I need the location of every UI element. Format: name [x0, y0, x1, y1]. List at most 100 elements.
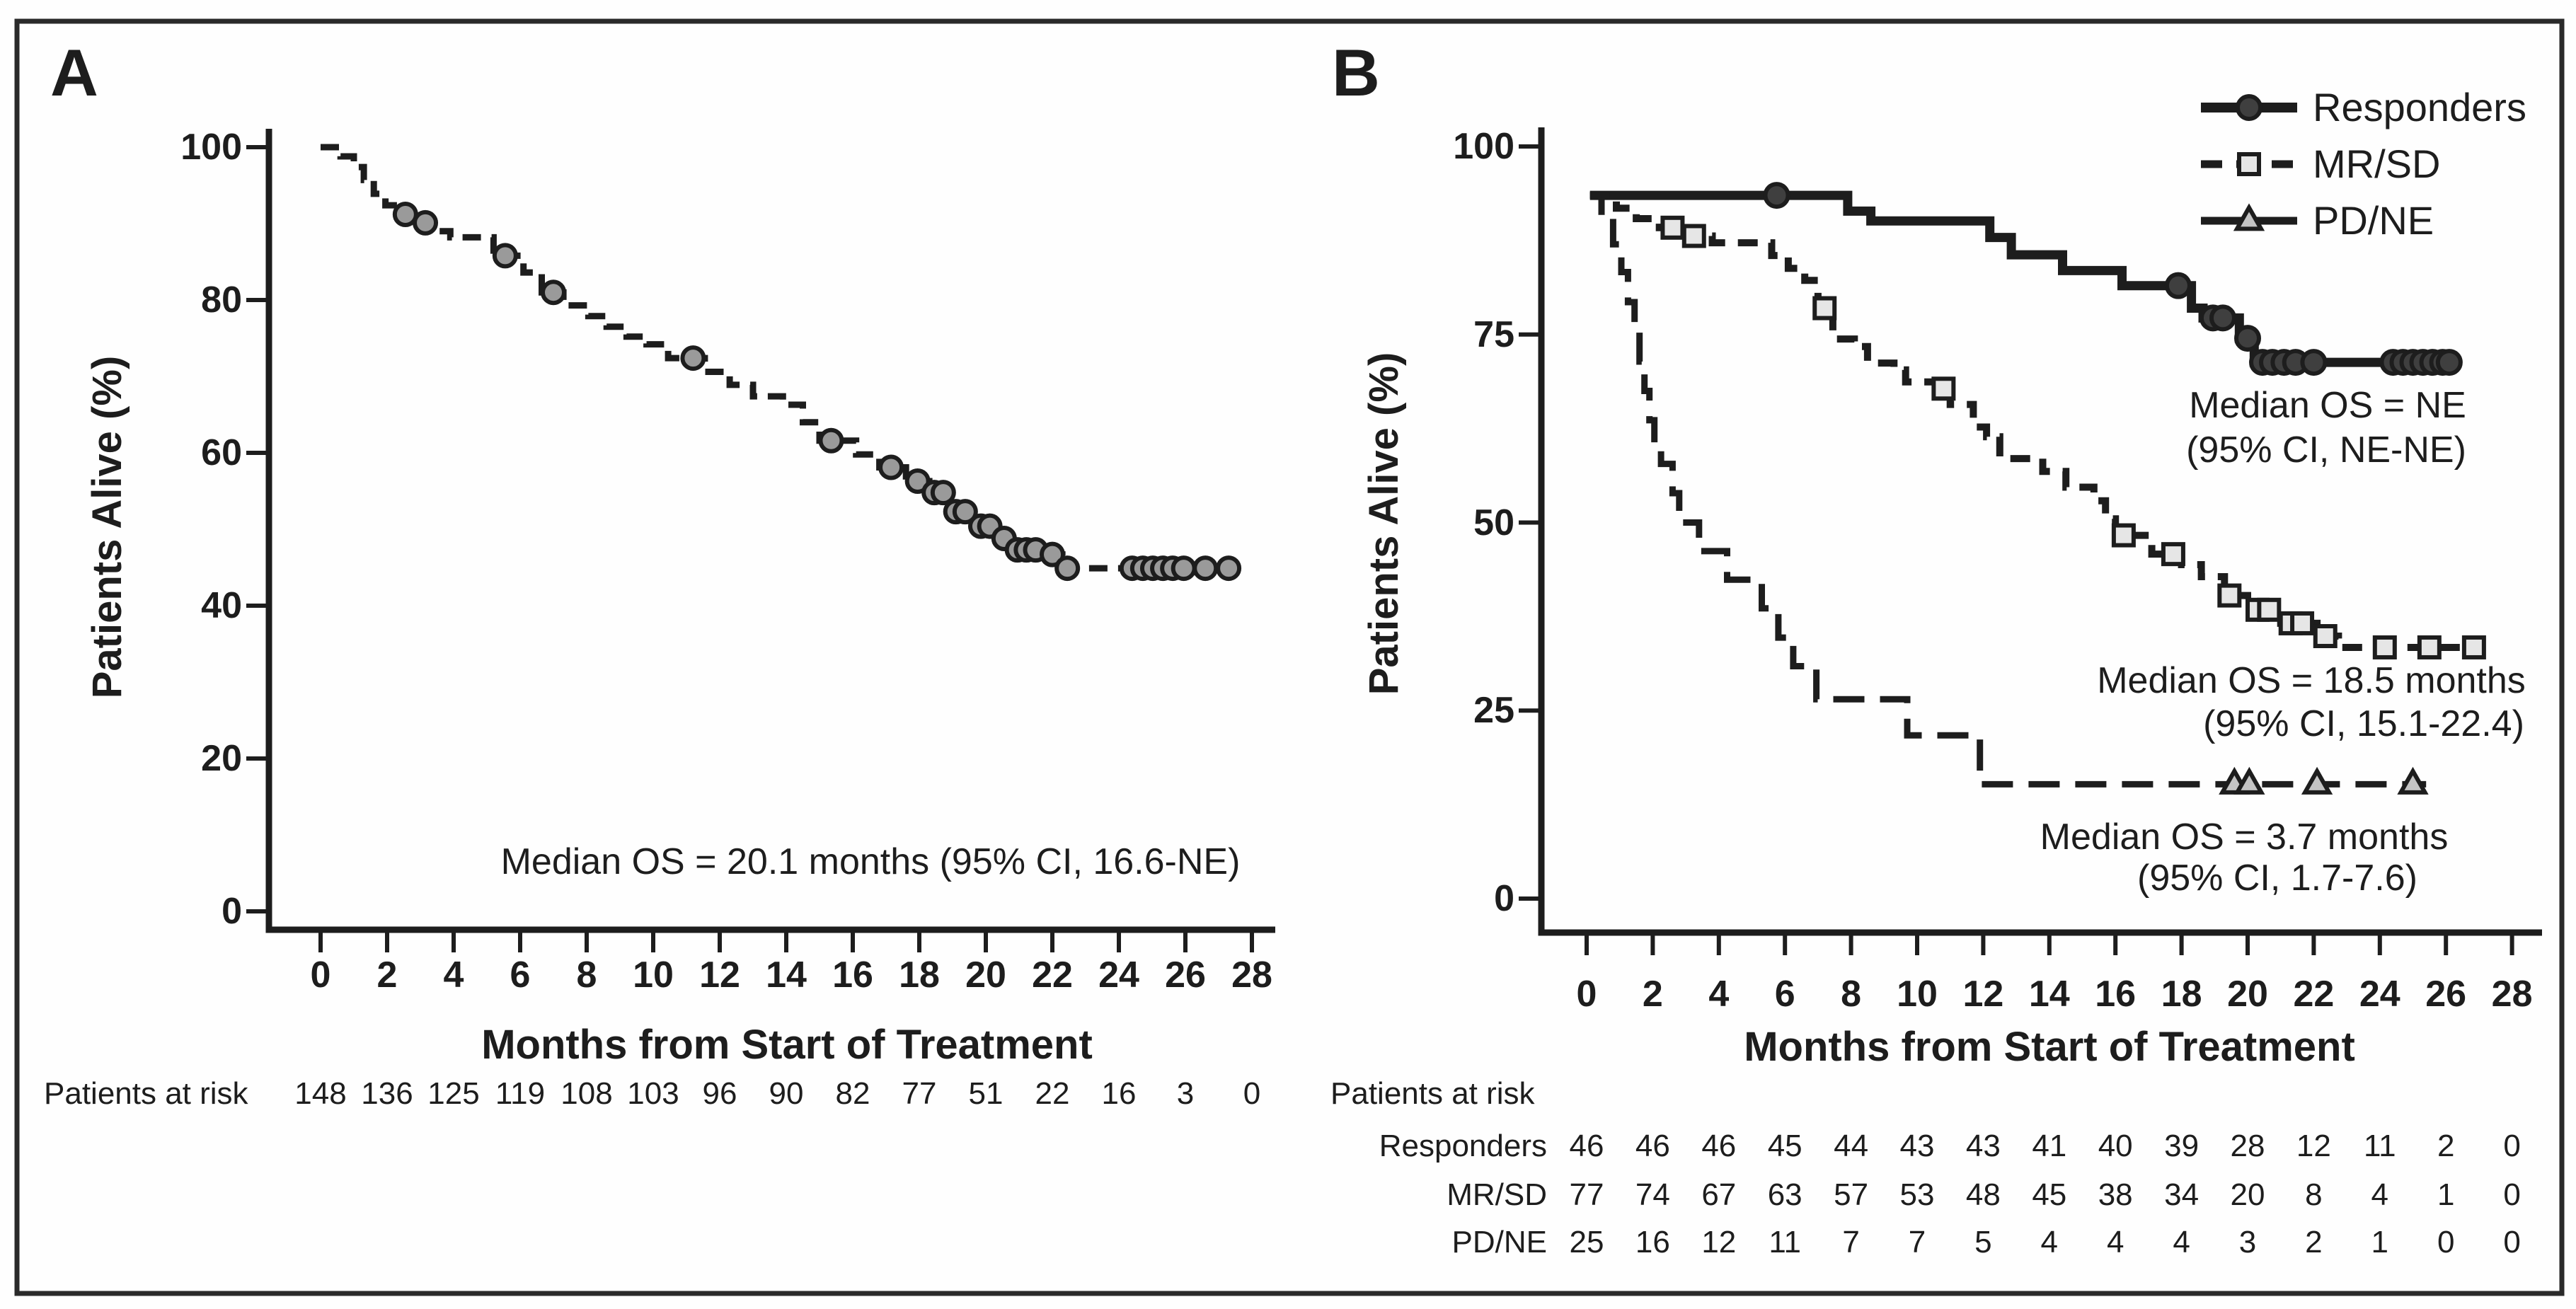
x-tick-label: 8	[576, 955, 597, 996]
at-risk-value: 3	[2238, 1225, 2257, 1259]
at-risk-value: 16	[1101, 1076, 1137, 1111]
at-risk-value: 51	[968, 1076, 1004, 1111]
at-risk-value: 39	[2164, 1129, 2200, 1163]
at-risk-value: 4	[2040, 1225, 2059, 1259]
at-risk-value: 44	[1834, 1129, 1869, 1163]
censor-square-icon	[2372, 635, 2397, 659]
censor-circle-icon	[952, 499, 978, 525]
censor-triangle-icon	[2233, 766, 2265, 795]
censor-circle-icon	[878, 454, 904, 480]
at-risk-value: 2	[2437, 1129, 2455, 1163]
x-tick-label: 6	[1774, 974, 1795, 1015]
x-tick-label: 10	[1897, 974, 1938, 1015]
median-os-annotation: (95% CI, NE-NE)	[2186, 429, 2466, 471]
censor-square-icon	[2111, 523, 2136, 548]
censor-square-icon	[2237, 152, 2261, 176]
at-risk-value: 103	[627, 1076, 679, 1111]
at-risk-value: 11	[1769, 1225, 1802, 1259]
y-tick-label: 80	[201, 279, 242, 321]
x-tick-label: 24	[2359, 974, 2400, 1015]
x-axis-title: Months from Start of Treatment	[481, 1022, 1093, 1068]
censor-square-icon	[1931, 376, 1956, 401]
x-tick-label: 4	[1708, 974, 1730, 1015]
x-tick-label: 26	[2425, 974, 2467, 1015]
y-axis-title: Patients Alive (%)	[1361, 352, 1407, 696]
median-os-annotation: (95% CI, 1.7-7.6)	[2137, 858, 2417, 899]
y-tick-label: 100	[180, 127, 242, 168]
y-tick-label: 50	[1473, 502, 1514, 543]
censor-circle-icon	[2236, 94, 2262, 121]
at-risk-value: 43	[1899, 1129, 1935, 1163]
at-risk-value: 0	[1243, 1076, 1261, 1111]
x-tick-label: 18	[2161, 974, 2202, 1015]
at-risk-value: 16	[1635, 1225, 1670, 1259]
at-risk-value: 8	[2305, 1177, 2323, 1212]
x-tick-label: 2	[376, 955, 398, 996]
patients-at-risk-header: Patients at risk	[1330, 1076, 1535, 1111]
censor-circle-icon	[2435, 349, 2463, 376]
at-risk-value: 12	[2296, 1129, 2331, 1163]
legend-item-mr-sd: MR/SD	[2313, 142, 2441, 186]
censor-circle-icon	[2234, 325, 2261, 352]
at-risk-value: 0	[2437, 1225, 2455, 1259]
at-risk-value: 41	[2032, 1129, 2067, 1163]
at-risk-value: 22	[1035, 1076, 1070, 1111]
at-risk-value: 43	[1965, 1129, 2001, 1163]
x-tick-label: 20	[965, 955, 1006, 996]
at-risk-value: 67	[1701, 1177, 1737, 1212]
y-tick-label: 0	[222, 891, 242, 932]
at-risk-value: 11	[2363, 1129, 2396, 1163]
x-tick-label: 6	[510, 955, 531, 996]
at-risk-value: 77	[1569, 1177, 1604, 1212]
censor-circle-icon	[930, 480, 956, 506]
censor-circle-icon	[1054, 555, 1081, 582]
at-risk-value: 0	[2503, 1225, 2521, 1259]
at-risk-value: 3	[1176, 1076, 1195, 1111]
at-risk-value: 125	[427, 1076, 480, 1111]
at-risk-value: 53	[1899, 1177, 1935, 1212]
y-tick-label: 0	[1494, 878, 1514, 919]
at-risk-value: 77	[902, 1076, 937, 1111]
at-risk-value: 148	[294, 1076, 347, 1111]
at-risk-row-label: Responders	[1379, 1129, 1547, 1163]
at-risk-value: 0	[2503, 1177, 2521, 1212]
x-tick-label: 14	[766, 955, 807, 996]
at-risk-value: 28	[2230, 1129, 2265, 1163]
x-tick-label: 0	[310, 955, 331, 996]
x-tick-label: 8	[1841, 974, 1862, 1015]
panel-letter-A: A	[50, 35, 98, 110]
patients-at-risk-header: Patients at risk	[44, 1076, 248, 1111]
x-tick-label: 24	[1098, 955, 1139, 996]
at-risk-value: 7	[1842, 1225, 1860, 1259]
x-axis-title: Months from Start of Treatment	[1744, 1024, 2355, 1070]
figure-border	[14, 18, 2565, 1296]
at-risk-row-label: MR/SD	[1447, 1177, 1547, 1212]
at-risk-value: 46	[1701, 1129, 1737, 1163]
x-tick-label: 26	[1165, 955, 1206, 996]
axis-line-panel-B	[1538, 127, 2542, 936]
x-tick-label: 22	[1032, 955, 1073, 996]
y-tick-label: 40	[201, 585, 242, 626]
x-tick-label: 12	[1962, 974, 2004, 1015]
median-os-annotation: Median OS = 3.7 months	[2040, 817, 2449, 858]
median-os-annotation: (95% CI, 15.1-22.4)	[2203, 703, 2524, 744]
censor-square-icon	[1812, 296, 1837, 321]
at-risk-value: 1	[2437, 1177, 2455, 1212]
censor-square-icon	[1681, 224, 1706, 248]
at-risk-value: 40	[2098, 1129, 2133, 1163]
at-risk-value: 45	[2032, 1177, 2067, 1212]
censor-triangle-icon	[2233, 203, 2265, 231]
censor-triangle-icon	[2301, 766, 2333, 795]
at-risk-value: 136	[361, 1076, 413, 1111]
censor-circle-icon	[1216, 555, 1242, 582]
at-risk-value: 48	[1965, 1177, 2001, 1212]
median-os-annotation: Median OS = NE	[2189, 385, 2466, 426]
censor-circle-icon	[680, 345, 706, 371]
censor-circle-icon	[413, 209, 439, 236]
at-risk-value: 4	[2106, 1225, 2124, 1259]
at-risk-value: 1	[2371, 1225, 2389, 1259]
km-curve-all-patients	[321, 144, 1232, 572]
x-tick-label: 16	[832, 955, 873, 996]
